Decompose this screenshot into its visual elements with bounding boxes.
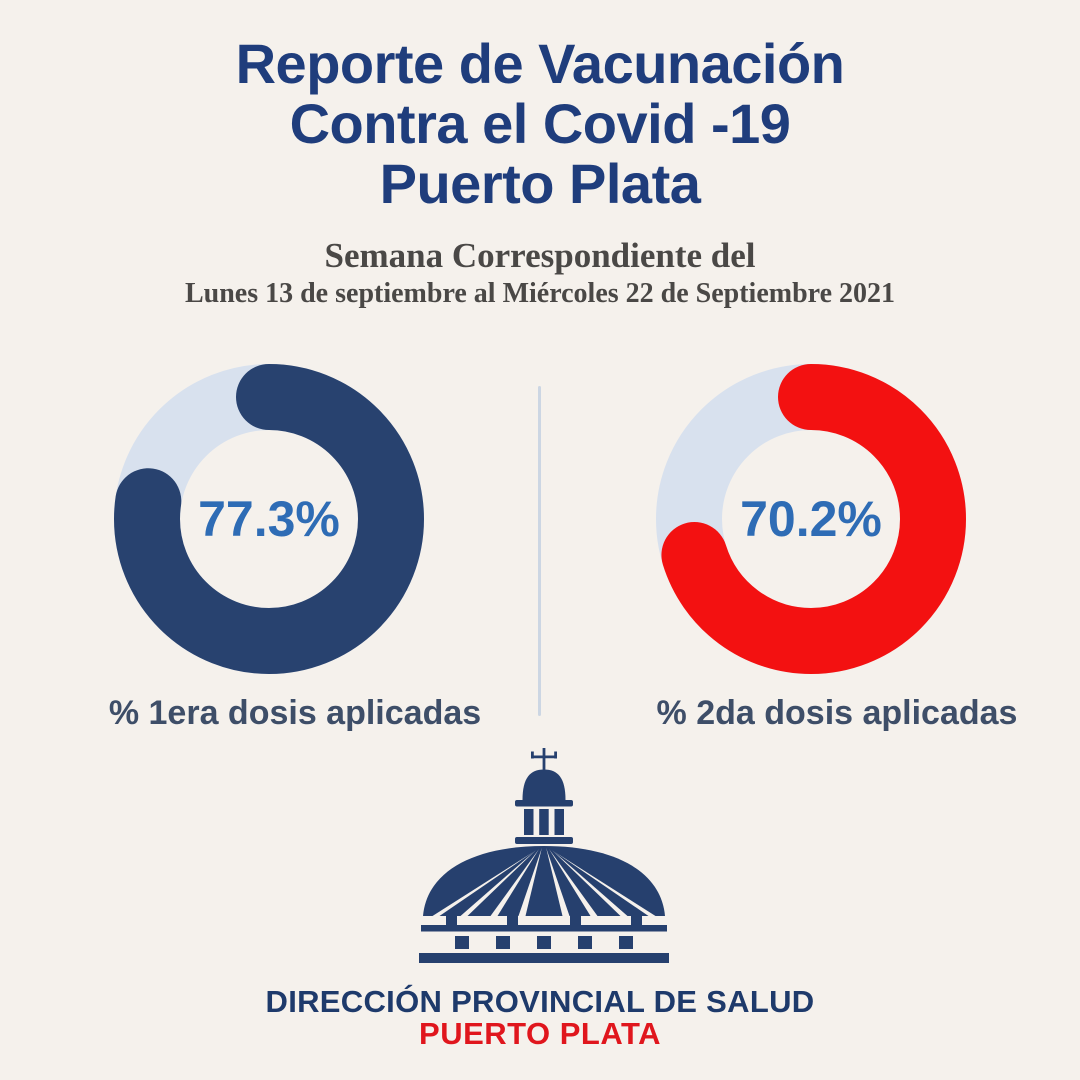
title-line-3: Puerto Plata bbox=[379, 152, 701, 215]
title-line-2: Contra el Covid -19 bbox=[289, 92, 791, 155]
footer-org-name: DIRECCIÓN PROVINCIAL DE SALUD bbox=[265, 984, 815, 1019]
title-line-1: Reporte de Vacunación bbox=[235, 32, 845, 95]
dome-base bbox=[419, 916, 669, 963]
dome-lantern bbox=[515, 769, 573, 844]
first-dose-percentage: 77.3% bbox=[198, 491, 340, 547]
donut-chart-second-dose bbox=[656, 364, 966, 674]
dome-shell bbox=[423, 846, 665, 916]
page-title: Reporte de Vacunación Contra el Covid -1… bbox=[0, 34, 1080, 214]
donut-second-dose: 70.2% % 2da dosis aplicadas bbox=[656, 364, 1017, 732]
donut-chart-first-dose bbox=[114, 364, 424, 674]
date-range: Lunes 13 de septiembre al Miércoles 22 d… bbox=[184, 278, 896, 309]
national-palace-dome-icon bbox=[419, 748, 669, 963]
dome-cross-finial bbox=[531, 748, 557, 774]
second-dose-percentage: 70.2% bbox=[740, 491, 882, 547]
donut-meter bbox=[656, 364, 966, 674]
second-dose-label: % 2da dosis aplicadas bbox=[656, 694, 1018, 732]
footer-org-place: PUERTO PLATA bbox=[419, 1016, 661, 1051]
vertical-divider bbox=[538, 386, 541, 716]
donut-first-dose: 77.3% % 1era dosis aplicadas bbox=[109, 364, 481, 732]
first-dose-label: % 1era dosis aplicadas bbox=[108, 694, 482, 732]
donut-meter bbox=[114, 364, 424, 674]
subtitle: Semana Correspondiente del bbox=[324, 236, 756, 275]
